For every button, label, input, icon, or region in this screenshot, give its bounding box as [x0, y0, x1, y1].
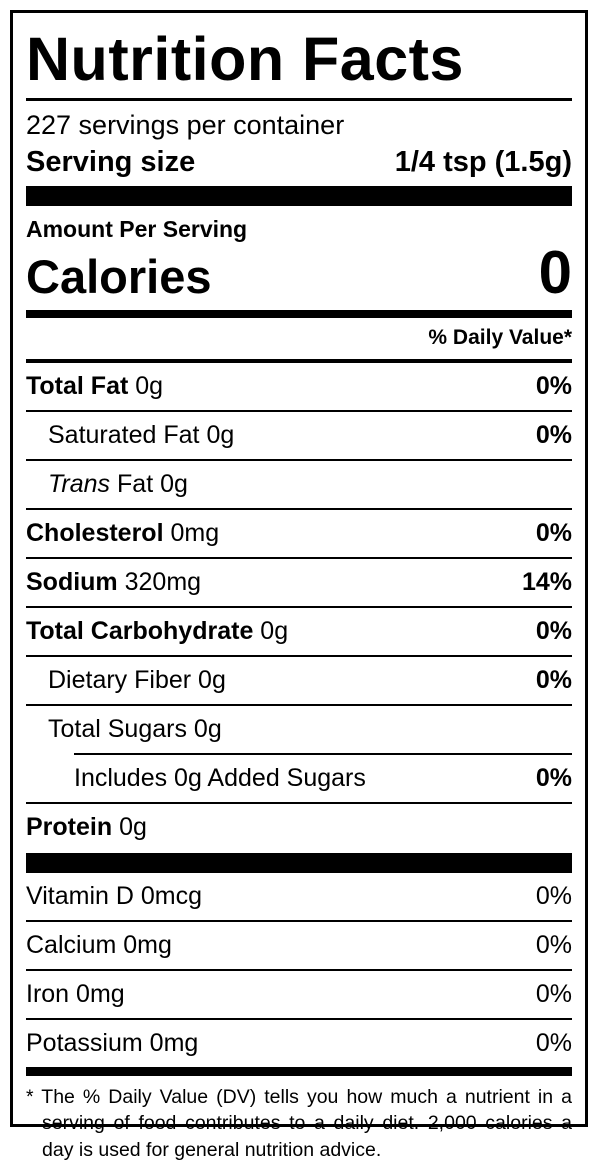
nutrient-row-total-fat: Total Fat 0g 0% — [26, 363, 572, 410]
row-divider — [26, 605, 572, 608]
nutrient-name-amount: Cholesterol 0mg — [26, 519, 219, 548]
separator-bar-thick — [26, 852, 572, 873]
footnote-text: The % Daily Value (DV) tells you how muc… — [41, 1085, 572, 1161]
nutrient-row-trans-fat: Trans Fat 0g — [26, 461, 572, 508]
nutrient-name: Protein — [26, 812, 113, 841]
vitamin-name-amount: Potassium 0mg — [26, 1029, 198, 1058]
nutrient-amount: 0g — [135, 371, 164, 400]
vitamin-name: Iron — [26, 979, 70, 1008]
nutrient-name: Dietary Fiber — [48, 665, 192, 694]
nutrient-dv: 0% — [535, 665, 572, 694]
servings-per-container: 227 servings per container — [26, 110, 345, 141]
vitamin-amount: 0mg — [123, 930, 172, 959]
vitamin-name-amount: Iron 0mg — [26, 980, 125, 1009]
nutrient-name-amount: Trans Fat 0g — [26, 470, 188, 499]
nutrient-row-protein: Protein 0g — [26, 804, 572, 851]
row-divider — [26, 556, 572, 559]
vitamin-name-amount: Calcium 0mg — [26, 931, 172, 960]
vitamin-dv: 0% — [535, 930, 572, 959]
title-divider — [26, 98, 572, 102]
vitamin-row-iron: Iron 0mg 0% — [26, 971, 572, 1018]
nutrient-name-amount: Dietary Fiber 0g — [26, 666, 226, 695]
nutrient-row-dietary-fiber: Dietary Fiber 0g 0% — [26, 657, 572, 704]
amount-per-serving-label: Amount Per Serving — [26, 215, 248, 242]
row-divider — [26, 458, 572, 461]
nutrient-name: Total Carbohydrate — [26, 616, 254, 645]
nutrient-amount: 320mg — [124, 567, 202, 596]
row-divider — [26, 507, 572, 510]
nutrient-amount: 0g — [198, 665, 226, 694]
nutrient-amount: 0g — [119, 812, 147, 841]
nutrient-row-added-sugars: Includes 0g Added Sugars 0% — [26, 755, 572, 802]
row-divider — [26, 703, 572, 706]
vitamin-amount: 0mg — [149, 1028, 199, 1057]
row-divider — [26, 919, 572, 922]
nutrient-name-amount: Sodium 320mg — [26, 568, 201, 597]
nutrient-name-amount: Protein 0g — [26, 813, 147, 842]
row-divider — [26, 654, 572, 657]
vitamin-row-calcium: Calcium 0mg 0% — [26, 922, 572, 969]
vitamin-row-potassium: Potassium 0mg 0% — [26, 1020, 572, 1067]
serving-size-label: Serving size — [26, 145, 196, 178]
calories-label: Calories — [26, 249, 212, 303]
nutrient-dv: 0% — [535, 420, 572, 449]
nutrient-name-amount: Total Carbohydrate 0g — [26, 617, 288, 646]
nutrient-dv: 14% — [521, 567, 572, 596]
separator-bar-thick — [26, 185, 572, 206]
nutrient-name-amount: Saturated Fat 0g — [26, 421, 234, 450]
nutrient-dv: 0% — [535, 616, 572, 645]
footnote-marker: * — [26, 1085, 34, 1108]
nutrient-name: Saturated Fat — [48, 420, 200, 449]
nutrient-name-amount: Total Sugars 0g — [26, 715, 222, 744]
nutrient-name: Total Sugars — [48, 714, 187, 743]
vitamin-row-vitamin-d: Vitamin D 0mcg 0% — [26, 873, 572, 920]
nutrient-name: Sodium — [26, 567, 118, 596]
label-title: Nutrition Facts — [26, 25, 464, 93]
nutrient-name: Total Fat — [26, 371, 129, 400]
nutrient-amount: 0g — [193, 714, 222, 743]
nutrient-row-total-sugars: Total Sugars 0g — [26, 706, 572, 753]
row-divider — [26, 409, 572, 412]
nutrient-name: Cholesterol — [26, 518, 164, 547]
nutrient-amount: Fat 0g — [117, 469, 188, 498]
row-divider-indented — [74, 752, 572, 755]
nutrient-row-sodium: Sodium 320mg 14% — [26, 559, 572, 606]
separator-bar-footnote — [26, 1066, 572, 1076]
nutrient-amount: 0g — [260, 616, 289, 645]
vitamin-name: Potassium — [26, 1028, 143, 1057]
nutrient-row-saturated-fat: Saturated Fat 0g 0% — [26, 412, 572, 459]
nutrient-dv: 0% — [535, 763, 572, 792]
nutrient-name: Includes 0g Added Sugars — [74, 763, 366, 792]
nutrient-row-total-carbohydrate: Total Carbohydrate 0g 0% — [26, 608, 572, 655]
separator-bar-small — [26, 309, 572, 318]
nutrition-facts-label: Nutrition Facts 227 servings per contain… — [10, 10, 588, 1161]
daily-value-divider — [26, 358, 572, 363]
nutrient-name-amount: Total Fat 0g — [26, 372, 163, 401]
nutrient-name-amount: Includes 0g Added Sugars — [26, 764, 366, 793]
calories-value: 0 — [538, 238, 572, 306]
vitamin-dv: 0% — [535, 881, 572, 910]
vitamin-amount: 0mcg — [140, 881, 203, 910]
nutrient-row-cholesterol: Cholesterol 0mg 0% — [26, 510, 572, 557]
vitamin-dv: 0% — [535, 979, 572, 1008]
nutrient-name: Trans — [48, 469, 111, 498]
vitamin-name: Vitamin D — [26, 881, 134, 910]
nutrient-dv: 0% — [535, 518, 572, 547]
serving-size-value: 1/4 tsp (1.5g) — [394, 145, 572, 178]
footnote: * The % Daily Value (DV) tells you how m… — [26, 1084, 572, 1163]
serving-size-row: Serving size 1/4 tsp (1.5g) — [26, 143, 572, 186]
nutrient-dv: 0% — [535, 371, 572, 400]
vitamin-name: Calcium — [26, 930, 117, 959]
nutrient-amount: 0mg — [170, 518, 220, 547]
row-divider — [26, 1017, 572, 1020]
vitamin-dv: 0% — [535, 1028, 572, 1057]
calories-row: Calories 0 — [26, 238, 572, 306]
daily-value-header: % Daily Value* — [428, 325, 572, 349]
row-divider — [26, 968, 572, 971]
vitamin-name-amount: Vitamin D 0mcg — [26, 882, 202, 911]
nutrient-amount: 0g — [206, 420, 235, 449]
vitamin-amount: 0mg — [76, 979, 125, 1008]
row-divider — [26, 801, 572, 804]
